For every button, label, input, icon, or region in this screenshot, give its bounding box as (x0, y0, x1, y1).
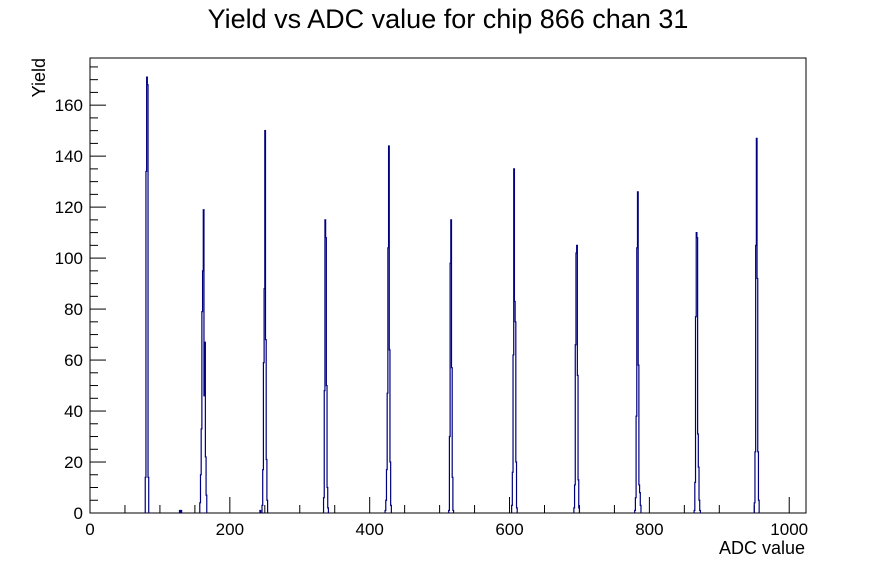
y-tick-label: 40 (64, 402, 83, 421)
x-tick-label: 1000 (770, 520, 808, 539)
x-tick-label: 600 (495, 520, 523, 539)
x-tick-label: 0 (85, 520, 94, 539)
plot-frame (89, 57, 807, 514)
y-tick-label: 160 (55, 96, 83, 115)
x-tick-label: 800 (635, 520, 663, 539)
x-tick-label: 200 (216, 520, 244, 539)
y-tick-label: 60 (64, 351, 83, 370)
y-tick-label: 80 (64, 300, 83, 319)
y-tick-label: 0 (74, 504, 83, 523)
x-axis-label: ADC value (719, 538, 805, 558)
x-tick-label: 400 (356, 520, 384, 539)
y-tick-label: 120 (55, 198, 83, 217)
y-tick-label: 100 (55, 249, 83, 268)
x-axis-ticks: 0 200 400 600 800 1000 (85, 497, 808, 539)
y-tick-label: 20 (64, 453, 83, 472)
y-tick-label: 140 (55, 147, 83, 166)
y-axis-label: Yield (29, 58, 49, 97)
y-axis-ticks: 0 20 40 60 80 100 120 140 160 (55, 66, 106, 523)
chart-title: Yield vs ADC value for chip 866 chan 31 (208, 4, 689, 34)
histogram-series-line (144, 76, 760, 513)
